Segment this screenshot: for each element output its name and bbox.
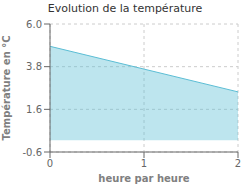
svg-text:Température en °C: Température en °C <box>8 35 12 140</box>
svg-text:0: 0 <box>47 158 53 169</box>
svg-text:2: 2 <box>235 158 241 169</box>
svg-text:6.0: 6.0 <box>26 19 42 30</box>
svg-text:1: 1 <box>141 158 147 169</box>
svg-text:heure par heure: heure par heure <box>98 173 189 184</box>
html-text:Evolution de la température: Evolution de la température <box>47 2 203 15</box>
svg-text:-0.6: -0.6 <box>22 147 42 158</box>
svg-text:1.6: 1.6 <box>26 104 42 115</box>
svg-text:3.8: 3.8 <box>26 61 42 72</box>
